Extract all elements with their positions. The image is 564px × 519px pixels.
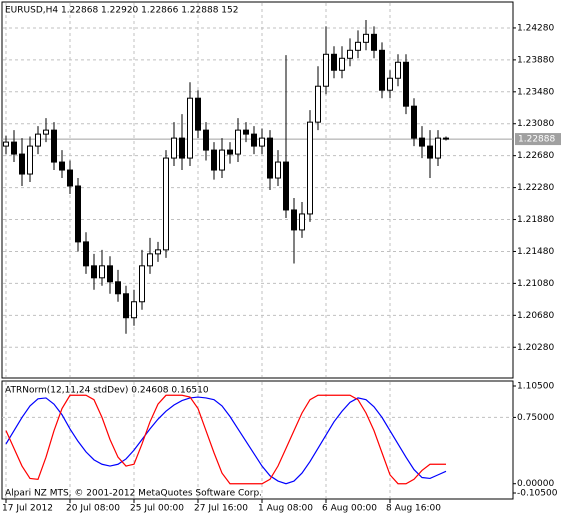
- candle-body: [235, 129, 241, 155]
- candle-body: [323, 53, 329, 87]
- candle-body: [91, 265, 97, 279]
- candle-body: [219, 149, 225, 171]
- last-price-box: [515, 133, 561, 146]
- y-tick-label: 1.23880: [517, 55, 554, 65]
- candle-body: [3, 141, 9, 147]
- candle-body: [267, 137, 273, 179]
- y-tick-label: 1.21880: [517, 215, 554, 225]
- candle-body: [139, 265, 145, 303]
- y-tick-label: 1.22680: [517, 151, 554, 161]
- indicator-line: [5, 396, 447, 485]
- candle-body: [147, 253, 153, 267]
- candle-body: [243, 129, 249, 135]
- candle-body: [59, 161, 65, 171]
- x-tick-label: 20 Jul 08:00: [66, 504, 120, 514]
- candle-body: [379, 49, 385, 91]
- candle-body: [307, 121, 313, 215]
- y-tick-label: 1.21080: [517, 279, 554, 289]
- candle-body: [163, 157, 169, 251]
- candle-body: [395, 61, 401, 79]
- candle-body: [195, 97, 201, 131]
- candle-body: [107, 265, 113, 283]
- last-price-label: 1.22888: [518, 135, 555, 145]
- candle-body: [275, 161, 281, 179]
- indicator-frame: [1, 380, 514, 500]
- y-tick-label: 1.23480: [517, 87, 554, 97]
- candle-body: [331, 53, 337, 71]
- y-tick-label: 1.20280: [517, 343, 554, 353]
- chart-title: EURUSD,H4 1.22868 1.22920 1.22866 1.2288…: [5, 6, 238, 16]
- candle-body: [51, 129, 57, 163]
- indicator-footer: Alpari NZ MTS, © 2001-2012 MetaQuotes So…: [5, 489, 262, 499]
- candle-body: [251, 133, 257, 147]
- candle-body: [371, 33, 377, 51]
- candle-body: [187, 97, 193, 159]
- x-tick-label: 25 Jul 00:00: [130, 504, 184, 514]
- candle-body: [435, 137, 441, 159]
- candle-body: [19, 153, 25, 175]
- candle-body: [123, 293, 129, 319]
- candle-body: [387, 77, 393, 91]
- chart-title: ATRNorm(12,11,24 stdDev) 0.24608 0.16510: [5, 386, 209, 396]
- candle-body: [339, 57, 345, 71]
- candle-body: [11, 141, 17, 155]
- candle-body: [363, 33, 369, 43]
- candle-body: [131, 301, 137, 319]
- candle-body: [203, 129, 209, 151]
- y-tick-label: 0.00000: [517, 479, 554, 489]
- y-tick-label: 1.20680: [517, 311, 554, 321]
- candle-body: [75, 185, 81, 243]
- candle-body: [171, 137, 177, 159]
- y-tick-label: -0.10500: [517, 489, 558, 499]
- candle-body: [83, 241, 89, 267]
- candle-body: [443, 137, 449, 140]
- candle-body: [67, 169, 73, 187]
- candle-body: [291, 209, 297, 231]
- candle-body: [299, 213, 305, 231]
- x-tick-label: 1 Aug 08:00: [258, 504, 313, 514]
- main-frame: [1, 1, 514, 379]
- candle-body: [347, 49, 353, 59]
- candle-body: [355, 41, 361, 51]
- candle-body: [259, 137, 265, 147]
- y-tick-label: 1.24280: [517, 23, 554, 33]
- candle-body: [227, 149, 233, 155]
- candle-body: [283, 161, 289, 211]
- candle-body: [43, 129, 49, 135]
- x-tick-label: 27 Jul 16:00: [194, 504, 248, 514]
- indicator-line: [5, 394, 446, 485]
- x-tick-label: 17 Jul 2012: [2, 504, 53, 514]
- candle-body: [211, 149, 217, 171]
- candle-body: [403, 61, 409, 107]
- y-tick-label: 1.21480: [517, 247, 554, 257]
- candle-body: [315, 85, 321, 123]
- y-tick-label: 1.23080: [517, 119, 554, 129]
- y-tick-label: 1.22280: [517, 183, 554, 193]
- y-tick-label: 1.10500: [517, 382, 554, 392]
- candle-body: [115, 281, 121, 295]
- candle-body: [427, 145, 433, 159]
- candle-body: [155, 249, 161, 255]
- x-tick-label: 8 Aug 16:00: [386, 504, 441, 514]
- x-tick-label: 6 Aug 00:00: [322, 504, 377, 514]
- candle-body: [27, 145, 33, 175]
- candle-body: [99, 265, 105, 279]
- candle-body: [419, 137, 425, 147]
- candle-body: [179, 137, 185, 159]
- candle-body: [35, 133, 41, 147]
- y-tick-label: 0.75000: [517, 413, 554, 423]
- candle-body: [411, 105, 417, 139]
